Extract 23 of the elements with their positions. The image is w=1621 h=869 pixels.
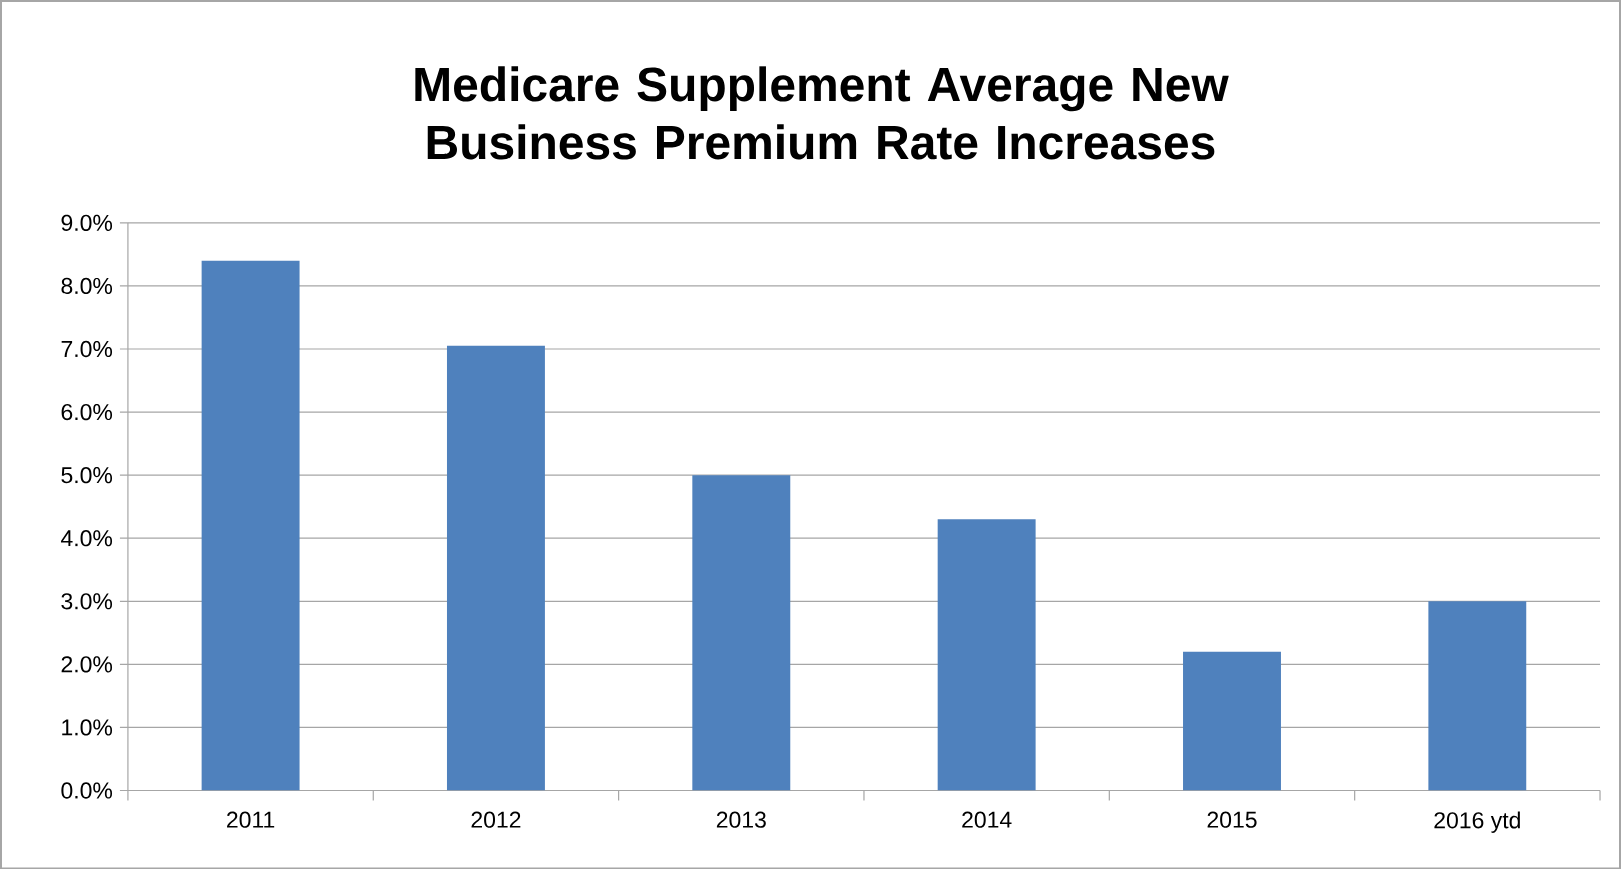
x-tick-label: 2014 bbox=[962, 811, 1012, 828]
x-tick-label: 2016 ytd bbox=[1434, 811, 1520, 833]
bar bbox=[201, 260, 300, 791]
chart-title: Medicare Supplement Average New Business Premium Rate Increases bbox=[415, 66, 1229, 160]
bar bbox=[937, 519, 1036, 791]
bar bbox=[1183, 651, 1281, 791]
y-tick-label: 1.0% bbox=[62, 719, 113, 736]
x-tick-label: 2011 bbox=[227, 811, 275, 828]
y-tick-label: 5.0% bbox=[61, 466, 113, 484]
bar bbox=[446, 345, 545, 791]
y-tick-label: 3.0% bbox=[61, 592, 113, 610]
y-tick-label: 4.0% bbox=[61, 529, 113, 547]
y-tick-label: 8.0% bbox=[61, 277, 113, 294]
y-tick-label: 6.0% bbox=[61, 403, 113, 420]
bar bbox=[1428, 601, 1527, 791]
x-tick-label: 2013 bbox=[716, 811, 766, 828]
bar bbox=[692, 474, 791, 791]
y-tick-label: 7.0% bbox=[61, 340, 113, 357]
x-tick-label: 2012 bbox=[471, 811, 521, 828]
y-tick-label: 9.0% bbox=[61, 214, 113, 231]
y-tick-label: 0.0% bbox=[61, 782, 113, 799]
x-tick-label: 2015 bbox=[1207, 811, 1257, 828]
y-tick-label: 2.0% bbox=[61, 656, 113, 673]
